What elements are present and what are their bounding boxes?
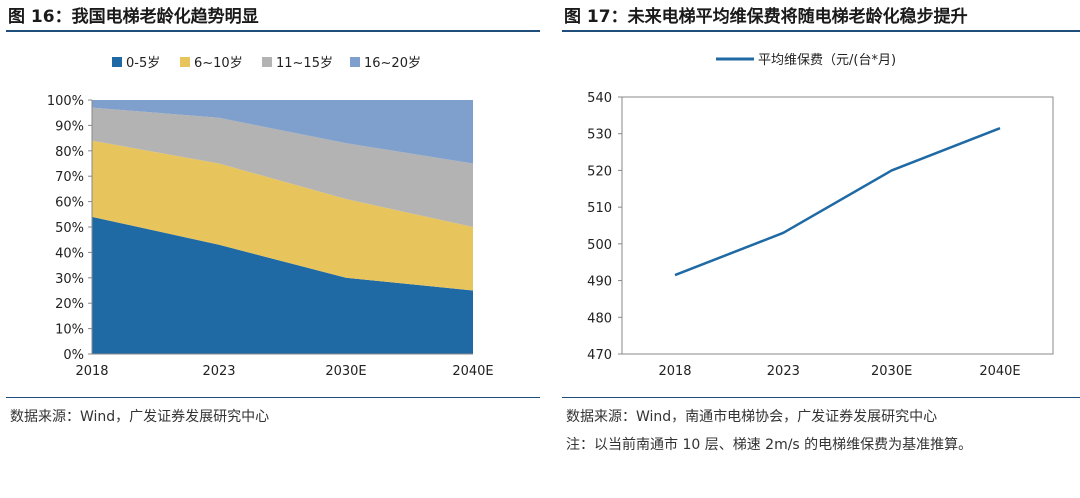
legend-label: 0-5岁 [126,56,160,71]
y-tick-label: 510 [587,201,612,216]
figure-17-title: 图 17：未来电梯平均维保费将随电梯老龄化稳步提升 [564,7,968,27]
y-tick-label: 0% [63,348,84,363]
x-tick-label: 2023 [202,364,235,379]
bottom-divider [6,397,540,398]
y-tick-label: 40% [55,246,84,261]
figure-16-source: 数据来源：Wind，广发证券发展研究中心 [10,409,270,425]
area-series [92,107,473,227]
y-tick-label: 480 [587,311,612,326]
x-tick-label: 2040E [979,364,1020,379]
y-tick-label: 20% [55,297,84,312]
y-tick-label: 100% [47,94,84,109]
y-tick-label: 90% [55,119,84,134]
y-tick-label: 80% [55,145,84,160]
figure-16-title: 图 16：我国电梯老龄化趋势明显 [8,7,259,27]
y-tick-label: 540 [587,91,612,106]
x-tick-label: 2040E [452,364,493,379]
y-tick-label: 50% [55,221,84,236]
line-series [674,127,1001,277]
x-tick-label: 2018 [658,364,691,379]
y-tick-label: 60% [55,196,84,211]
area-series [92,100,473,164]
y-tick-label: 500 [587,238,612,253]
y-tick-label: 470 [587,348,612,363]
y-tick-label: 530 [587,128,612,143]
y-tick-label: 490 [587,275,612,290]
stacked-area-chart: 0-5岁 6~10岁 11~15岁 16~20岁 0% 10% 20% 30% 40% 50% 60… [47,56,494,379]
legend-swatch [112,57,122,67]
legend-swatch [350,57,360,67]
legend-swatch [262,57,272,67]
x-tick-label: 2018 [75,364,108,379]
y-tick-label: 520 [587,164,612,179]
legend-label: 11~15岁 [276,56,333,71]
x-tick-label: 2023 [767,364,800,379]
legend-swatch [180,57,190,67]
y-tick-label: 70% [55,170,84,185]
legend-label: 16~20岁 [364,56,421,71]
area-series [92,216,473,354]
bottom-divider [562,397,1080,398]
area-series [92,140,473,291]
title-divider [6,30,540,32]
y-tick-label: 30% [55,272,84,287]
line-chart: 平均维保费（元/(台*月) 470 480 490 500 510 520 530 540 201… [587,53,1054,379]
plot-frame [621,96,1054,355]
x-tick-label: 2030E [871,364,912,379]
x-tick-label: 2030E [325,364,366,379]
figure-17-panel: 图 17：未来电梯平均维保费将随电梯老龄化稳步提升 平均维保费（元/(台*月) 4… [556,0,1080,498]
legend-label: 6~10岁 [194,56,243,71]
legend-label: 平均维保费（元/(台*月) [758,53,896,68]
figure-16-panel: 图 16：我国电梯老龄化趋势明显 0-5岁 6~10岁 11~15岁 16~20岁 0%… [6,7,540,425]
y-tick-label: 10% [55,323,84,338]
figure-17-note: 注：以当前南通市 10 层、梯速 2m/s 的电梯维保费为基准推算。 [566,437,973,453]
title-divider [562,30,1080,32]
figure-17-source: 数据来源：Wind，南通市电梯协会，广发证券发展研究中心 [566,409,938,425]
